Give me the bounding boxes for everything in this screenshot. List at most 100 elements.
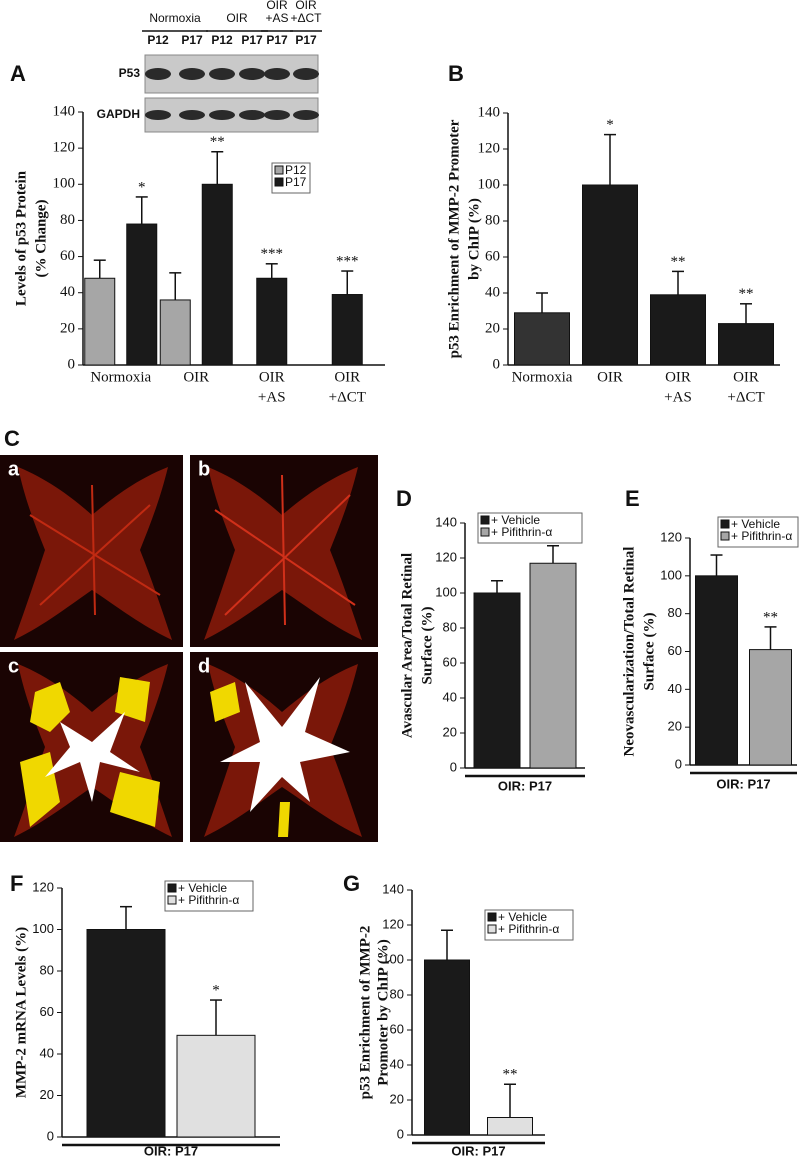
panel-letter: E [625, 486, 640, 511]
x-tick-label: +ΔCT [727, 389, 764, 405]
legend-label: + Vehicle [498, 910, 547, 924]
blot-band [264, 110, 290, 120]
y-tick-label: 120 [53, 140, 76, 156]
y-axis-label: p53 Enrichment of MMP-2 Promoter [446, 119, 462, 358]
y-tick-label: 40 [40, 1045, 54, 1060]
significance-mark: * [606, 117, 614, 133]
blot-band [239, 110, 265, 120]
panel-letter: G [343, 871, 360, 896]
y-tick-label: 60 [390, 1021, 404, 1036]
legend-label: + Pifithrin-α [498, 922, 559, 936]
y-axis-label: Surface (%) [641, 613, 657, 691]
significance-mark: ** [210, 134, 225, 150]
bar [695, 575, 738, 766]
x-tick-label: +ΔCT [329, 389, 366, 405]
y-tick-label: 60 [668, 643, 682, 658]
x-tick-label: OIR [733, 369, 759, 385]
retina-image [190, 652, 378, 842]
y-axis-label: (% Change) [33, 200, 49, 278]
bar [424, 959, 470, 1136]
y-tick-label: 40 [668, 681, 682, 696]
blot-band [209, 68, 235, 80]
blot-row-label: P53 [119, 66, 141, 80]
y-tick-label: 140 [53, 103, 76, 119]
y-tick-label: 100 [660, 567, 682, 582]
y-tick-label: 140 [382, 881, 404, 896]
legend-swatch [720, 519, 730, 529]
y-tick-label: 60 [443, 654, 457, 669]
y-tick-label: 120 [435, 549, 457, 564]
significance-mark: *** [336, 253, 359, 269]
blot-row-label: GAPDH [97, 107, 140, 121]
y-tick-label: 80 [668, 605, 682, 620]
bar [514, 312, 570, 366]
y-axis-label: Avascular Area/Total Retinal [399, 553, 415, 738]
legend-swatch [487, 924, 497, 934]
bar [718, 323, 774, 366]
significance-mark: * [212, 982, 220, 998]
bar [529, 562, 577, 769]
legend-swatch [480, 527, 490, 537]
legend-label: + Pifithrin-α [178, 893, 239, 907]
legend-swatch [274, 165, 284, 175]
y-tick-label: 60 [485, 248, 500, 264]
legend-swatch [167, 895, 177, 905]
y-tick-label: 100 [32, 921, 54, 936]
x-tick-label: Normoxia [90, 369, 151, 385]
x-tick-label: OIR: P17 [716, 776, 770, 791]
blot-lane-label: P17 [241, 33, 263, 47]
bar [176, 1034, 256, 1138]
x-tick-label: OIR [665, 369, 691, 385]
bar [331, 294, 363, 366]
legend-swatch [167, 883, 177, 893]
y-tick-label: 20 [485, 320, 500, 336]
y-tick-label: 120 [478, 140, 501, 156]
bar [582, 184, 638, 366]
significance-mark: ** [739, 286, 754, 302]
image-label: d [198, 655, 210, 677]
bar [473, 592, 521, 769]
y-tick-label: 0 [397, 1126, 404, 1141]
bar [487, 1117, 533, 1136]
y-tick-label: 140 [478, 104, 501, 120]
y-tick-label: 40 [443, 689, 457, 704]
blot-band [264, 68, 290, 80]
x-tick-label: +AS [664, 389, 692, 405]
y-tick-label: 80 [60, 212, 75, 228]
y-tick-label: 140 [435, 514, 457, 529]
bar [749, 649, 792, 766]
y-axis-label: p53 Enrichment of MMP-2 [357, 926, 373, 1100]
blot-band [179, 110, 205, 120]
legend-label: + Vehicle [178, 881, 227, 895]
y-tick-label: 0 [47, 1128, 54, 1143]
retina-image [0, 652, 183, 842]
panel-letter: F [10, 871, 23, 896]
retina-image [190, 455, 378, 647]
x-tick-label: OIR: P17 [498, 778, 552, 793]
y-axis-label: MMP-2 mRNA Levels (%) [13, 927, 29, 1098]
legend-swatch [480, 515, 490, 525]
bar [84, 277, 116, 366]
panel-letter: C [4, 426, 20, 451]
image-label: b [198, 458, 210, 480]
blot-group-label: OIR [295, 0, 317, 12]
image-label: a [8, 458, 20, 480]
y-tick-label: 0 [675, 756, 682, 771]
blot-band [239, 68, 265, 80]
legend-swatch [487, 912, 497, 922]
y-tick-label: 0 [68, 356, 76, 372]
y-axis-label: Levels of p53 Protein [13, 170, 29, 306]
y-tick-label: 80 [390, 986, 404, 1001]
blot-band [179, 68, 205, 80]
blot-group-label: +AS [265, 11, 288, 25]
significance-mark: ** [671, 254, 686, 270]
y-tick-label: 80 [485, 212, 500, 228]
blot-lane-label: P17 [266, 33, 288, 47]
x-tick-label: OIR: P17 [144, 1143, 198, 1158]
y-tick-label: 120 [32, 879, 54, 894]
blot-group-label: +ΔCT [290, 11, 322, 25]
bar [159, 299, 191, 366]
y-tick-label: 20 [668, 719, 682, 734]
blot-band [209, 110, 235, 120]
y-tick-label: 0 [493, 356, 501, 372]
